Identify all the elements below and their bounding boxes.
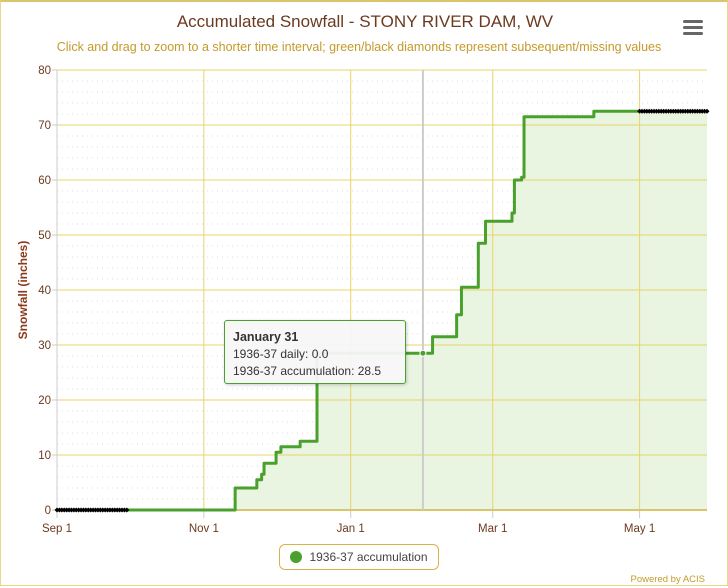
missing-value-diamond [704,108,710,114]
y-tick-label: 10 [38,450,51,462]
legend-item-accumulation[interactable]: 1936-37 accumulation [279,544,439,570]
legend-label: 1936-37 accumulation [309,550,428,564]
y-tick-label: 70 [38,120,51,132]
hamburger-menu-icon[interactable] [683,20,703,36]
missing-value-diamond [124,507,130,513]
x-tick-label: Jan 1 [337,523,365,535]
y-tick-label: 80 [38,65,51,77]
chart-title: Accumulated Snowfall - STONY RIVER DAM, … [176,12,554,31]
y-tick-label: 50 [38,230,51,242]
tooltip-daily: 1936-37 daily: 0.0 [233,347,329,361]
legend-marker-icon [290,551,303,563]
x-tick-label: Mar 1 [478,523,507,535]
y-axis-label: Snowfall (inches) [16,241,30,340]
series-line [57,109,640,512]
hover-point [419,349,427,357]
tooltip-date: January 31 [233,330,299,344]
credit-link[interactable]: Powered by ACIS [630,574,705,585]
y-tick-label: 30 [38,340,51,352]
x-tick-label: Sep 1 [42,523,72,535]
tooltip-accumulation: 1936-37 accumulation: 28.5 [233,364,382,378]
y-tick-label: 60 [38,175,51,187]
x-tick-label: Nov 1 [189,523,219,535]
y-tick-label: 0 [45,505,51,517]
missing-area [639,111,707,510]
tooltip: January 31 1936-37 daily: 0.0 1936-37 ac… [224,320,406,384]
y-tick-label: 20 [38,395,51,407]
series-area [57,111,640,510]
y-tick-label: 40 [38,285,51,297]
chart-subtitle: Click and drag to zoom to a shorter time… [56,40,662,54]
x-tick-label: May 1 [624,523,655,535]
